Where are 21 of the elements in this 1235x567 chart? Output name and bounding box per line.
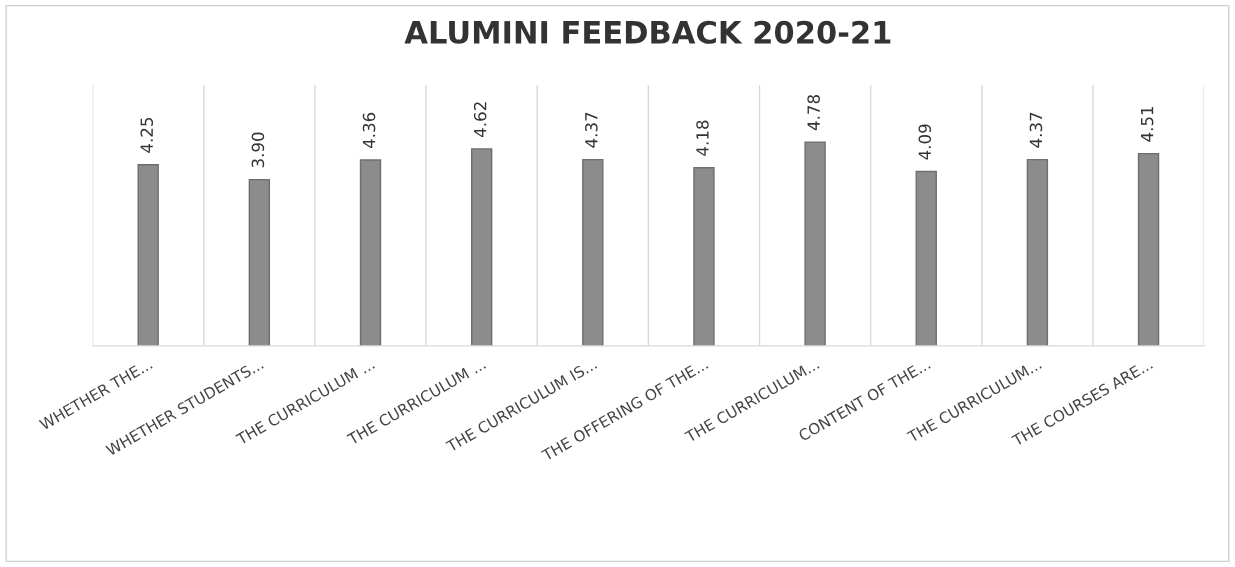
data-label: 4.09	[918, 124, 932, 160]
bar	[1137, 152, 1160, 346]
data-label: 4.78	[807, 95, 820, 131]
bar	[248, 178, 271, 346]
data-label: 4.36	[362, 112, 376, 149]
bar	[693, 166, 715, 346]
data-label: 4.25	[140, 117, 154, 153]
data-label: 4.62	[473, 102, 487, 137]
bar	[915, 170, 937, 346]
data-label: 4.37	[585, 112, 598, 148]
bar	[582, 158, 604, 346]
data-label: 4.51	[1141, 106, 1154, 142]
bar	[470, 148, 493, 346]
bar	[137, 164, 159, 346]
bar	[1026, 158, 1049, 346]
bar	[804, 141, 826, 346]
chart-title: ALUMINI FEEDBACK 2020-21	[404, 20, 891, 44]
bar	[359, 159, 382, 346]
data-label: 4.37	[1029, 112, 1043, 148]
data-label: 3.90	[251, 132, 265, 168]
data-label: 4.18	[696, 120, 709, 156]
